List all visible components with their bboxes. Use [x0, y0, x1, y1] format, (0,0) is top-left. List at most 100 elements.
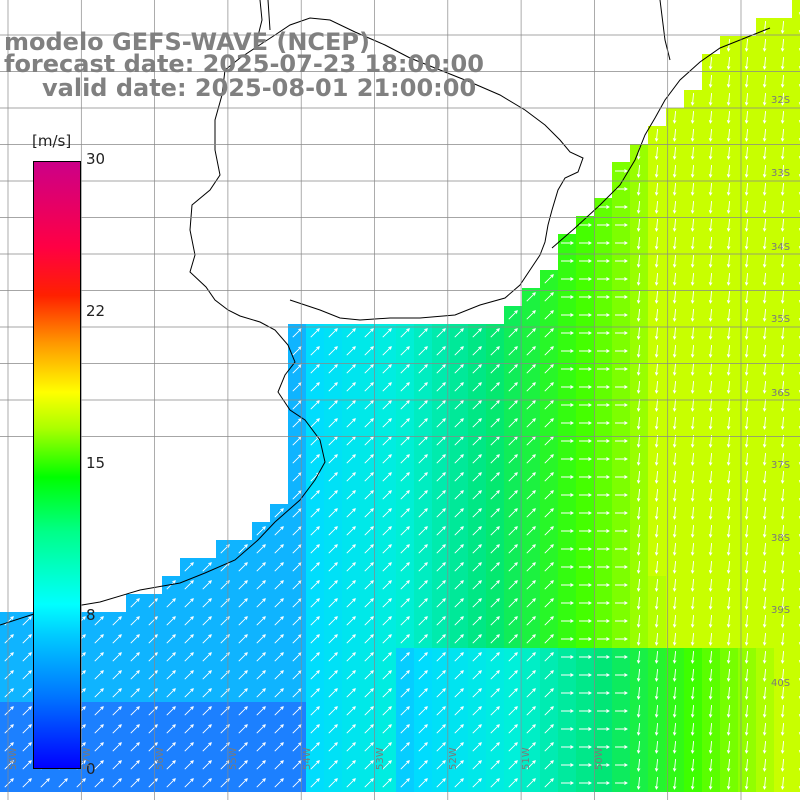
wind-arrow [636, 704, 641, 718]
wind-arrow [490, 562, 500, 572]
wind-arrow [310, 616, 320, 626]
wind-arrow [274, 742, 284, 752]
wind-arrow [708, 506, 713, 520]
wind-arrow [615, 709, 628, 713]
wind-arrow [418, 544, 428, 554]
wind-arrow [654, 614, 659, 628]
wind-arrow [726, 254, 731, 268]
wind-arrow [364, 778, 374, 788]
wind-arrow [636, 200, 641, 214]
wind-arrow [508, 508, 518, 518]
wind-arrow [615, 493, 628, 497]
wind-arrow [310, 454, 320, 464]
wind-arrow [130, 598, 140, 608]
wind-arrow [310, 724, 320, 734]
wind-arrow [762, 236, 767, 250]
wind-arrow [328, 400, 338, 410]
wind-arrow [726, 74, 731, 88]
wind-arrow [561, 763, 574, 767]
wind-arrow [762, 74, 767, 88]
wind-arrow [726, 740, 731, 754]
wind-arrow [274, 508, 284, 518]
wind-arrow [382, 508, 392, 518]
wind-arrow [346, 490, 356, 500]
wind-arrow [762, 452, 767, 466]
wind-arrow [346, 760, 356, 770]
wind-arrow [544, 382, 554, 392]
wind-arrow [328, 634, 338, 644]
wind-arrow [382, 706, 392, 716]
wind-arrow [256, 670, 266, 680]
wind-arrow [654, 326, 659, 340]
wind-arrow [328, 778, 338, 788]
wind-arrow [690, 542, 695, 556]
wind-arrow [762, 326, 767, 340]
coastline-east [551, 27, 771, 249]
wind-arrow [436, 526, 446, 536]
wind-arrow [561, 565, 574, 569]
wind-cell [792, 198, 800, 216]
wind-arrow [310, 328, 320, 338]
wind-arrow [112, 652, 122, 662]
wind-arrow [690, 632, 695, 646]
wind-cell [792, 144, 800, 162]
wind-arrow [130, 760, 140, 770]
wind-arrow [508, 364, 518, 374]
wind-arrow [436, 544, 446, 554]
wind-arrow [597, 763, 610, 767]
wind-arrow [708, 524, 713, 538]
wind-arrow [202, 742, 212, 752]
wind-arrow [130, 616, 140, 626]
wind-arrow [579, 439, 592, 443]
wind-arrow [615, 529, 628, 533]
wind-arrow [112, 706, 122, 716]
wind-arrow [508, 562, 518, 572]
wind-arrow [148, 688, 158, 698]
wind-arrow [561, 403, 574, 407]
wind-arrow [274, 616, 284, 626]
wind-arrow [418, 688, 428, 698]
wind-arrow [744, 578, 749, 592]
wind-arrow [561, 421, 574, 425]
wind-arrow [22, 652, 32, 662]
wind-arrow [508, 634, 518, 644]
wind-arrow [744, 92, 749, 106]
wind-arrow [382, 382, 392, 392]
wind-arrow [762, 110, 767, 124]
wind-arrow [382, 742, 392, 752]
wind-arrow [472, 400, 482, 410]
wind-arrow [726, 344, 731, 358]
forecast-date: forecast date: 2025-07-23 18:00:00 [4, 50, 484, 78]
wind-arrow [454, 616, 464, 626]
wind-arrow [762, 362, 767, 376]
colorbar-tick: 15 [86, 454, 106, 472]
wind-arrow [508, 580, 518, 590]
wind-arrow [561, 277, 574, 281]
wind-arrow [597, 529, 610, 533]
wind-arrow [762, 596, 767, 610]
wind-arrow [472, 472, 482, 482]
wind-arrow [762, 56, 767, 70]
valid-date: valid date: 2025-08-01 21:00:00 [42, 74, 477, 102]
wind-arrow [112, 634, 122, 644]
wind-arrow [726, 524, 731, 538]
wind-arrow [256, 562, 266, 572]
wind-arrow [346, 526, 356, 536]
wind-arrow [744, 434, 749, 448]
wind-arrow [238, 652, 248, 662]
wind-arrow [544, 526, 554, 536]
wind-arrow [597, 691, 610, 695]
wind-arrow [202, 688, 212, 698]
wind-arrow [597, 547, 610, 551]
wind-arrow [672, 308, 677, 322]
wind-arrow [615, 403, 628, 407]
wind-arrow [436, 490, 446, 500]
wind-arrow [112, 742, 122, 752]
wind-arrow [708, 362, 713, 376]
wind-arrow [508, 778, 518, 788]
wind-cell [792, 306, 800, 324]
wind-arrow [310, 760, 320, 770]
wind-arrow [654, 128, 659, 142]
wind-arrow [708, 398, 713, 412]
wind-arrow [579, 331, 592, 335]
